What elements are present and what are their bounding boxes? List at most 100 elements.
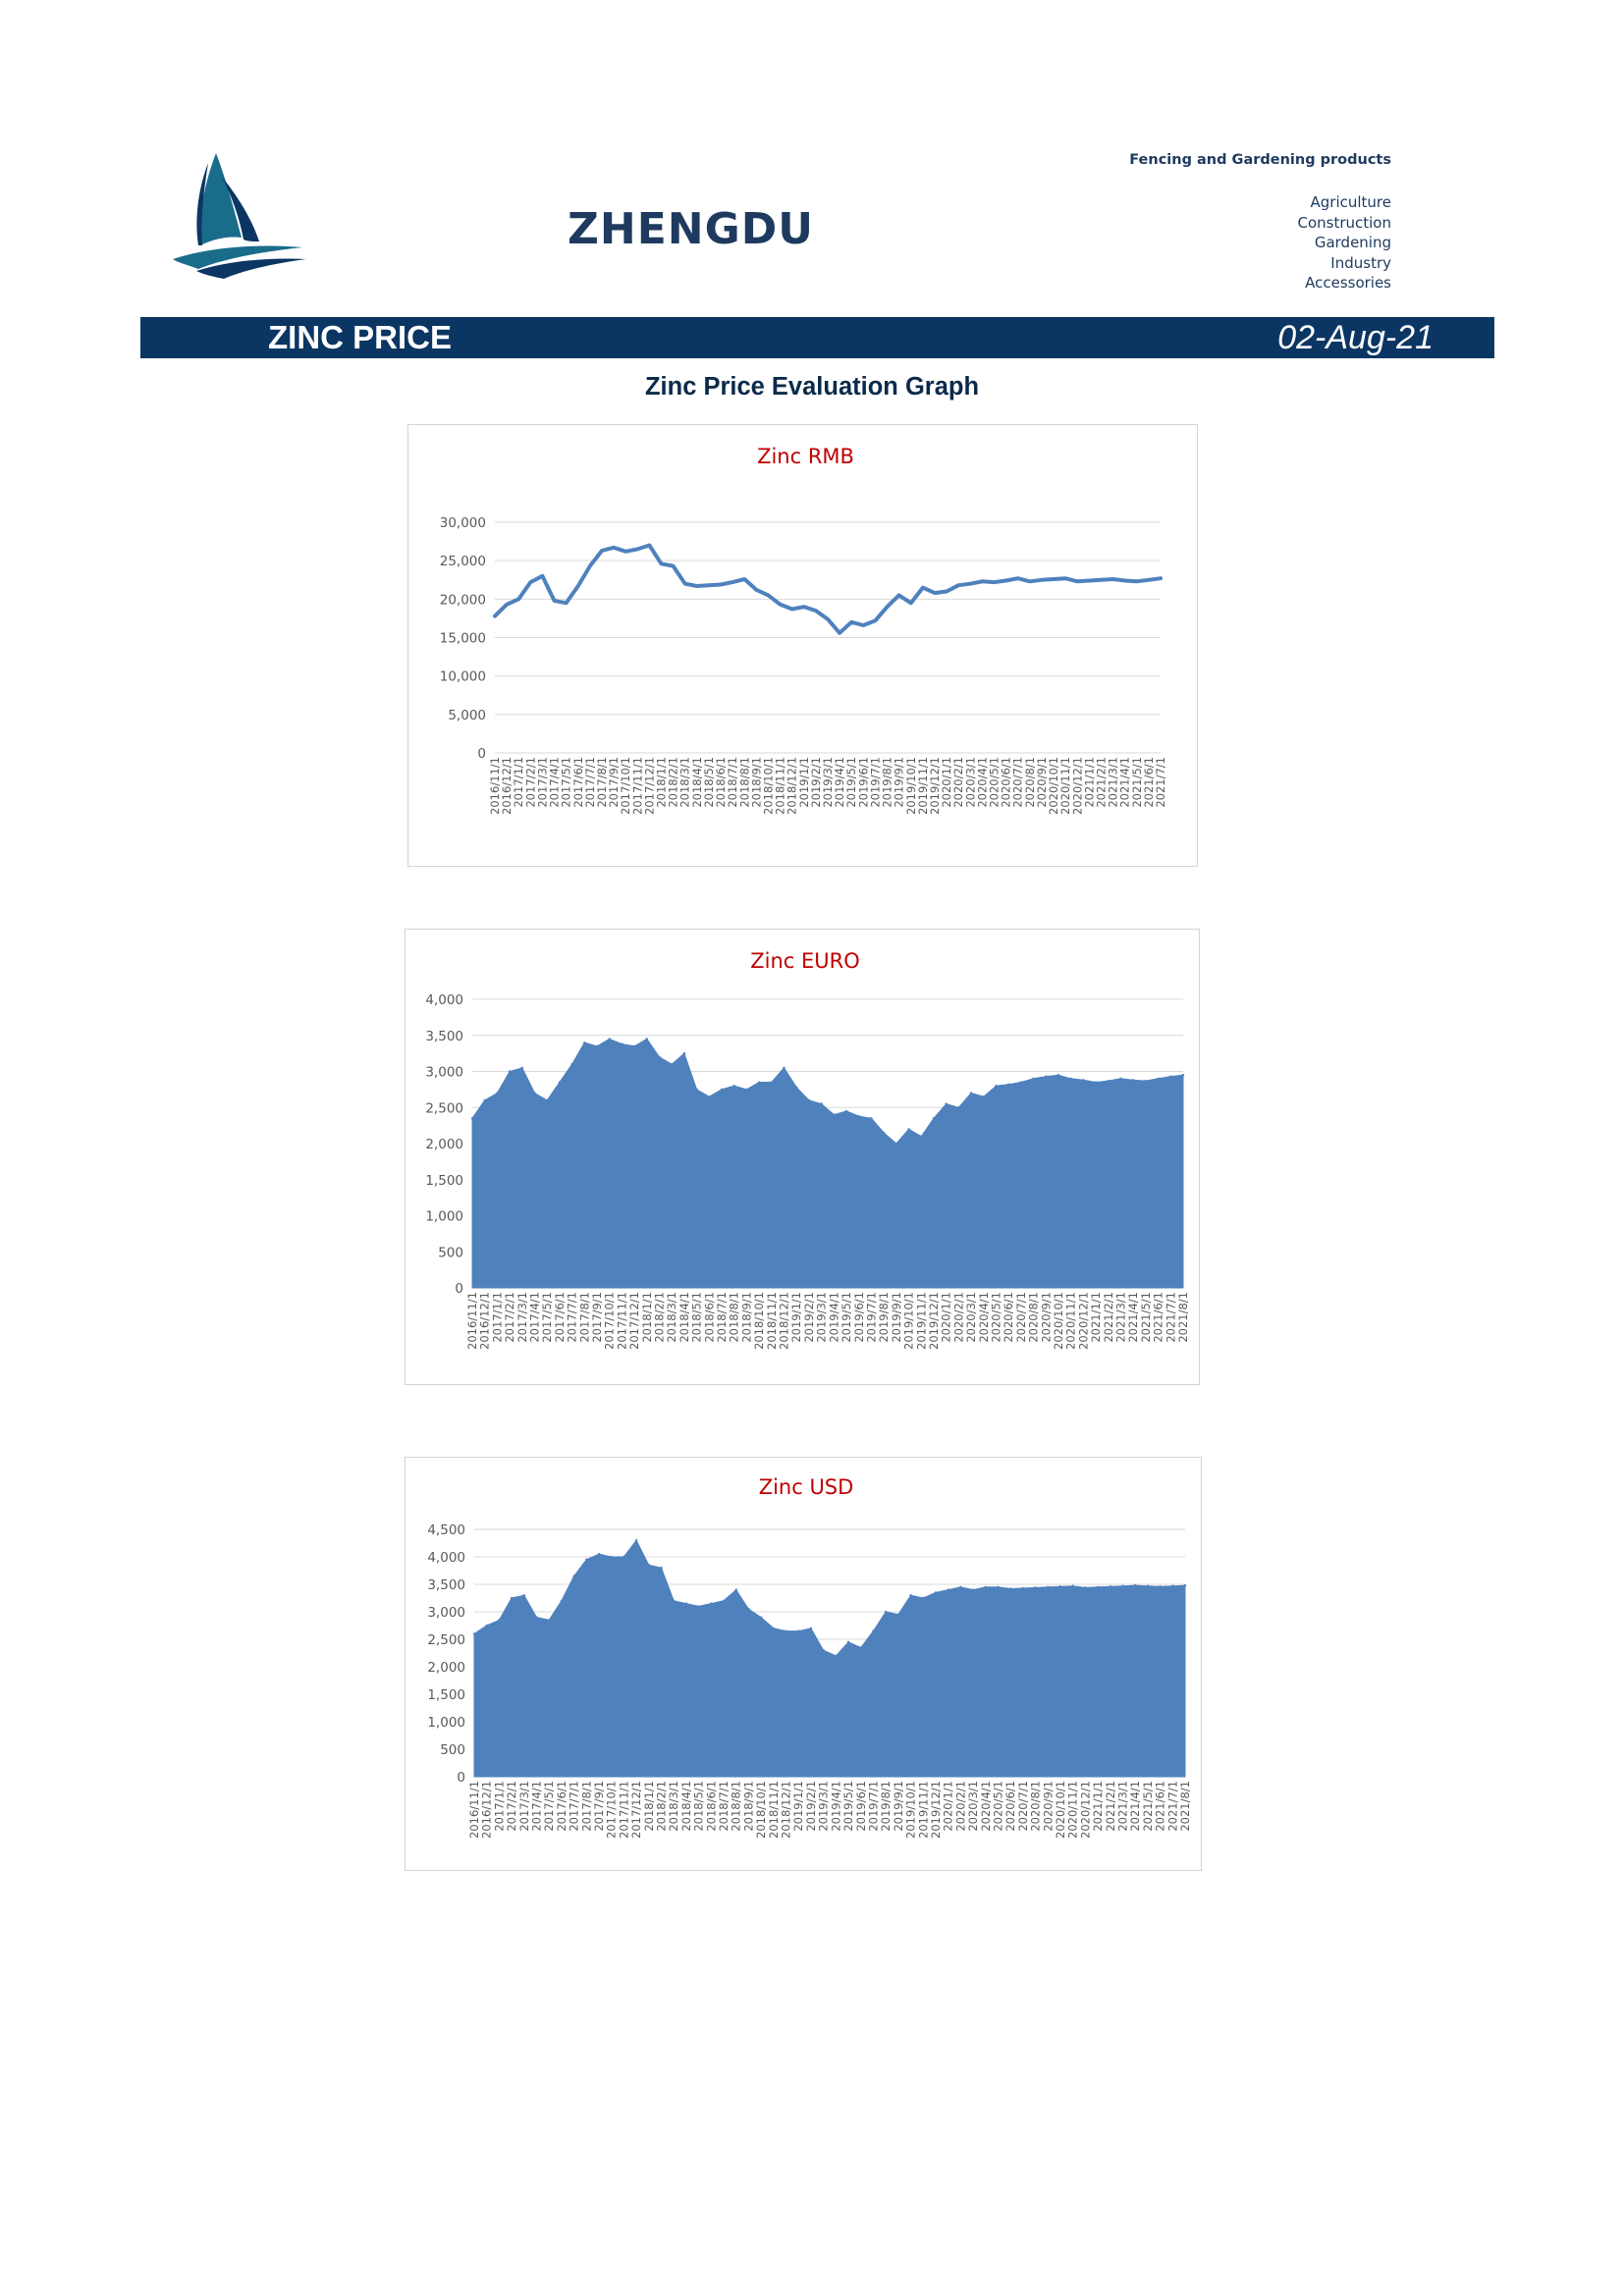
data-point bbox=[779, 603, 782, 607]
x-tick-label: 2020/5/1 bbox=[989, 1292, 1002, 1343]
data-point bbox=[1109, 1585, 1111, 1588]
data-point bbox=[995, 1085, 998, 1088]
data-point bbox=[505, 603, 509, 607]
data-point bbox=[560, 1599, 564, 1602]
data-point bbox=[969, 1092, 973, 1095]
x-tick-label: 2021/3/1 bbox=[1113, 1292, 1127, 1343]
x-tick-label: 2020/9/1 bbox=[1039, 1292, 1053, 1343]
y-tick-label: 20,000 bbox=[440, 592, 486, 608]
x-tick-label: 2021/2/1 bbox=[1102, 1292, 1115, 1343]
x-tick-label: 2018/5/1 bbox=[692, 1781, 706, 1832]
data-point bbox=[1056, 1073, 1060, 1077]
x-tick-label: 2021/8/1 bbox=[1178, 1781, 1192, 1832]
x-tick-label: 2018/8/1 bbox=[730, 1781, 743, 1832]
x-tick-label: 2018/3/1 bbox=[665, 1292, 678, 1343]
x-tick-label: 2019/10/1 bbox=[902, 1292, 916, 1350]
x-tick-label: 2020/5/1 bbox=[991, 1781, 1004, 1832]
data-point bbox=[719, 583, 723, 586]
y-tick-label: 2,500 bbox=[427, 1632, 465, 1648]
data-point bbox=[993, 580, 996, 584]
data-point bbox=[1119, 1077, 1122, 1081]
data-point bbox=[759, 1616, 763, 1619]
y-tick-label: 0 bbox=[457, 1770, 465, 1786]
data-point bbox=[660, 1567, 663, 1570]
data-point bbox=[1147, 578, 1151, 581]
x-tick-label: 2020/12/1 bbox=[1076, 1292, 1090, 1350]
x-tick-label: 2021/6/1 bbox=[1142, 757, 1156, 808]
x-tick-label: 2017/8/1 bbox=[595, 757, 609, 808]
data-point bbox=[658, 1055, 661, 1058]
x-tick-label: 2016/12/1 bbox=[500, 757, 514, 815]
data-point bbox=[747, 1608, 750, 1611]
x-tick-label: 2020/11/1 bbox=[1058, 757, 1072, 815]
x-tick-label: 2017/6/1 bbox=[555, 1781, 568, 1832]
x-tick-label: 2019/5/1 bbox=[841, 1781, 855, 1832]
data-point bbox=[838, 631, 841, 634]
data-point bbox=[1159, 576, 1163, 580]
data-point bbox=[672, 564, 675, 567]
x-tick-label: 2019/1/1 bbox=[791, 1781, 805, 1832]
x-tick-label: 2019/1/1 bbox=[797, 757, 811, 808]
x-tick-label: 2020/5/1 bbox=[988, 757, 1001, 808]
data-point bbox=[872, 1629, 875, 1632]
data-point bbox=[517, 598, 520, 601]
x-tick-label: 2018/1/1 bbox=[655, 757, 669, 808]
data-point bbox=[1008, 1587, 1012, 1590]
x-tick-label: 2018/10/1 bbox=[761, 757, 775, 815]
data-point bbox=[1063, 576, 1067, 580]
brand-name: ZHENGDU bbox=[568, 204, 814, 254]
data-point bbox=[795, 1086, 798, 1089]
data-point bbox=[1123, 579, 1126, 582]
sailboat-logo-icon bbox=[169, 149, 316, 283]
x-tick-label: 2017/7/1 bbox=[566, 1292, 579, 1343]
x-tick-label: 2020/6/1 bbox=[1001, 1292, 1015, 1343]
data-point bbox=[814, 609, 818, 613]
data-point bbox=[600, 549, 604, 553]
zinc-rmb-chart: Zinc RMB 0 5,000 10,000 15,000 20,000 25,000 30… bbox=[407, 424, 1198, 867]
x-tick-label: 2018/12/1 bbox=[778, 1292, 791, 1350]
data-point bbox=[558, 1081, 562, 1084]
data-point bbox=[833, 1113, 836, 1116]
data-point bbox=[623, 550, 627, 553]
x-tick-label: 2018/8/1 bbox=[728, 1292, 741, 1343]
data-point bbox=[1111, 577, 1114, 581]
data-point bbox=[683, 582, 686, 585]
data-point bbox=[612, 546, 616, 550]
x-tick-label: 2019/6/1 bbox=[852, 1292, 866, 1343]
x-tick-label: 2018/9/1 bbox=[739, 1292, 753, 1343]
data-point bbox=[496, 1092, 499, 1095]
x-tick-label: 2020/2/1 bbox=[953, 1781, 967, 1832]
y-tick-label: 5,000 bbox=[448, 708, 486, 723]
data-point bbox=[621, 1042, 623, 1045]
x-tick-label: 2020/3/1 bbox=[963, 757, 977, 808]
x-tick-label: 2021/4/1 bbox=[1118, 757, 1132, 808]
data-point bbox=[485, 1624, 488, 1628]
x-tick-label: 2020/11/1 bbox=[1064, 1292, 1078, 1350]
data-point bbox=[529, 580, 532, 584]
y-tick-label: 2,000 bbox=[427, 1660, 465, 1676]
x-tick-label: 2019/4/1 bbox=[827, 1292, 840, 1343]
data-point bbox=[548, 1619, 551, 1622]
x-tick-label: 2021/4/1 bbox=[1128, 1781, 1142, 1832]
x-tick-label: 2018/3/1 bbox=[667, 1781, 680, 1832]
x-tick-label: 2020/10/1 bbox=[1047, 757, 1060, 815]
data-point bbox=[909, 602, 912, 605]
y-tick-label: 3,500 bbox=[425, 1029, 463, 1044]
y-tick-label: 500 bbox=[438, 1245, 463, 1260]
data-point bbox=[783, 1066, 785, 1070]
data-point bbox=[932, 1117, 936, 1120]
x-tick-label: 2016/11/1 bbox=[465, 1292, 479, 1350]
x-tick-label: 2019/11/1 bbox=[916, 1781, 930, 1839]
data-point bbox=[1028, 580, 1032, 583]
x-tick-label: 2018/5/1 bbox=[690, 1292, 704, 1343]
x-tick-label: 2020/9/1 bbox=[1041, 1781, 1055, 1832]
y-tick-label: 500 bbox=[440, 1742, 465, 1758]
x-tick-label: 2020/10/1 bbox=[1052, 1292, 1065, 1350]
x-tick-label: 2020/4/1 bbox=[977, 1292, 991, 1343]
x-tick-label: 2017/12/1 bbox=[629, 1781, 643, 1839]
x-tick-label: 2018/4/1 bbox=[679, 1781, 693, 1832]
y-tick-label: 25,000 bbox=[440, 554, 486, 569]
x-tick-label: 2018/1/1 bbox=[642, 1781, 656, 1832]
data-point bbox=[1094, 1081, 1098, 1084]
data-point bbox=[859, 1646, 862, 1649]
